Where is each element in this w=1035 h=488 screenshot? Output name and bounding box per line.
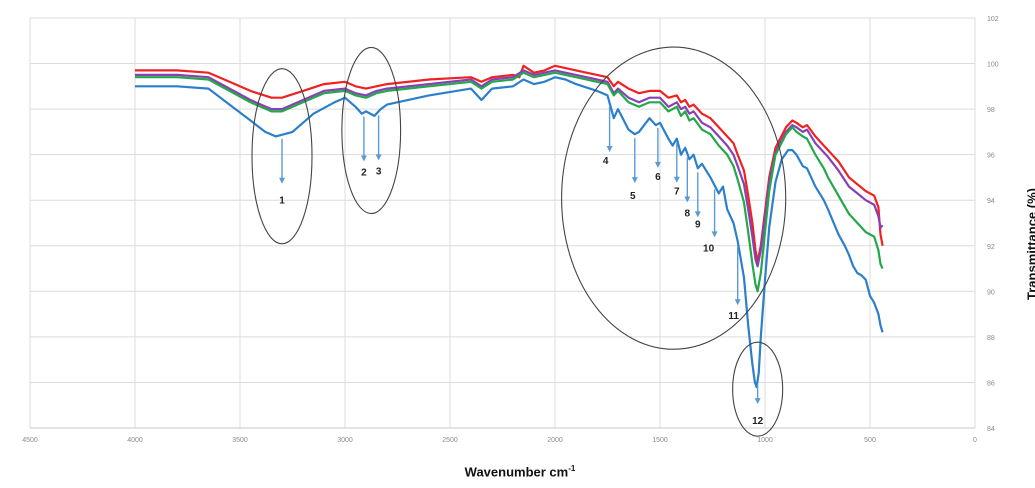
peak-label-9: 9 [695,219,701,230]
peak-label-3: 3 [376,166,382,177]
peak-label-10: 10 [703,243,715,254]
x-tick-label: 1000 [757,437,773,444]
peak-label-6: 6 [655,172,661,183]
series-lines [135,64,884,389]
peak-label-12: 12 [752,416,764,427]
peak-arrowhead-9 [694,211,701,218]
peak-label-4: 4 [603,156,609,167]
peak-label-7: 7 [674,187,680,198]
series-line-4 [135,76,884,389]
region-circle-2 [341,46,402,215]
peak-arrowhead-10 [711,231,718,238]
x-tick-label: 4500 [22,437,38,444]
x-tick-label: 2500 [442,437,458,444]
x-axis-label: Wavenumber cm [464,464,569,480]
region-circle-1 [251,68,313,245]
peak-arrowhead-3 [375,154,382,161]
y-tick-label: 100 [987,62,999,69]
peak-arrowhead-2 [360,155,367,162]
grid [29,17,976,429]
peak-label-2: 2 [361,168,367,179]
x-tick-label: 1500 [652,437,668,444]
peak-label-8: 8 [685,209,691,220]
peak-label-5: 5 [630,191,636,202]
peak-arrowhead-4 [606,146,613,153]
y-tick-label: 86 [987,380,995,387]
x-axis-title: Wavenumber cm-1 [400,464,640,479]
peak-arrowhead-1 [279,177,285,184]
x-tick-label: 4000 [127,437,143,444]
x-tick-label: 2000 [547,437,563,444]
y-tick-label: 98 [987,107,995,114]
y-tick-label: 96 [987,153,995,160]
peak-label-11: 11 [728,311,739,322]
y-tick-label: 94 [987,198,995,205]
peak-arrowhead-11 [734,299,741,306]
peak-arrowhead-6 [654,161,661,168]
region-circle-4 [732,341,784,437]
x-tick-label: 3000 [337,437,353,444]
peak-arrowhead-8 [684,196,691,203]
y-tick-label: 92 [987,244,995,251]
x-tick-label: 3500 [232,437,248,444]
y-tick-label: 102 [987,16,999,23]
y-tick-label: 84 [987,426,995,433]
ftir-chart: 4500 4000 3500 3000 2500 2000 1500 1000 500 08486… [22,16,999,444]
y-tick-label: 88 [987,335,995,342]
peak-arrowhead-12 [754,398,761,405]
x-tick-label: 500 [864,437,876,444]
series-line-2 [135,69,884,268]
peak-arrowhead-7 [673,176,680,183]
y-axis-label: Transmittance (%) [1024,188,1035,300]
y-tick-label: 90 [987,289,995,296]
series-line-1 [135,64,884,263]
region-circles [251,46,787,437]
series-line-3 [135,71,884,293]
peak-label-1: 1 [279,196,285,207]
tick-labels: 4500 4000 3500 3000 2500 2000 1500 1000 500 08486… [22,16,999,444]
peak-arrowhead-5 [631,177,638,184]
x-tick-label: 0 [973,437,977,444]
x-axis-label-superscript: -1 [568,464,576,473]
region-circle-3 [561,46,787,350]
